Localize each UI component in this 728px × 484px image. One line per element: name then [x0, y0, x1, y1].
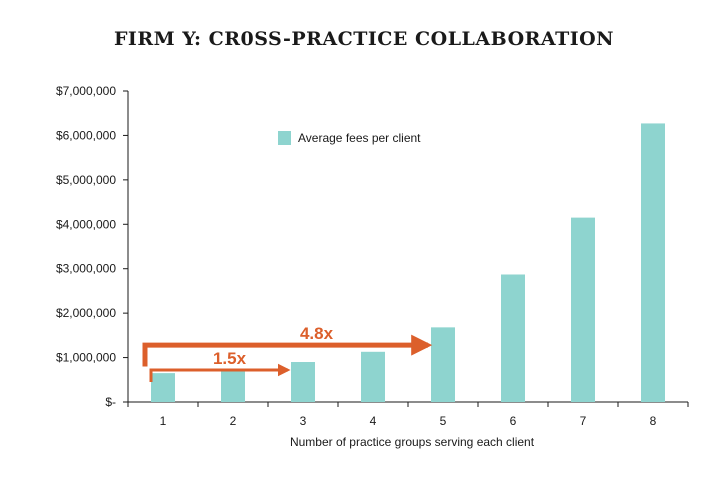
bar	[291, 362, 315, 402]
bar	[361, 351, 385, 402]
y-tick-label: $5,000,000	[56, 173, 116, 187]
x-tick-label: 1	[160, 414, 167, 428]
x-tick-label: 3	[300, 414, 307, 428]
y-tick-label: $2,000,000	[56, 306, 116, 320]
x-tick-label: 6	[510, 414, 517, 428]
bar	[501, 274, 525, 402]
legend-label: Average fees per client	[298, 131, 421, 145]
x-tick-label: 5	[440, 414, 447, 428]
multiplier-arrow	[142, 334, 433, 367]
bar	[221, 369, 245, 402]
chart-title: FIRM Y: CR0SS-PRACTICE COLLABORATION	[113, 28, 615, 50]
legend: Average fees per client	[278, 131, 421, 145]
y-axis: $- $1,000,000 $2,000,000 $3,000,000 $4,000,0…	[56, 84, 129, 409]
bar	[431, 327, 455, 402]
y-tick-label: $7,000,000	[56, 84, 116, 98]
y-tick-label: $6,000,000	[56, 128, 116, 142]
bar	[571, 217, 595, 402]
y-tick-label: $1,000,000	[56, 351, 116, 365]
annotations: 1.5x 4.8x	[142, 324, 433, 383]
bar	[641, 123, 665, 402]
multiplier-arrow	[149, 363, 291, 383]
x-tick-label: 2	[230, 414, 237, 428]
y-tick-label: $-	[105, 395, 116, 409]
legend-swatch	[278, 131, 291, 145]
bar	[151, 373, 175, 402]
x-tick-label: 7	[580, 414, 587, 428]
y-tick-label: $4,000,000	[56, 217, 116, 231]
x-axis: 1 2 3 4 5 6 7 8	[127, 401, 689, 428]
x-tick-label: 4	[370, 414, 377, 428]
y-tick-label: $3,000,000	[56, 262, 116, 276]
multiplier-label: 1.5x	[213, 349, 247, 368]
bars	[151, 123, 665, 402]
x-tick-label: 8	[650, 414, 657, 428]
multiplier-label: 4.8x	[300, 324, 334, 343]
x-axis-label: Number of practice groups serving each c…	[290, 435, 535, 449]
